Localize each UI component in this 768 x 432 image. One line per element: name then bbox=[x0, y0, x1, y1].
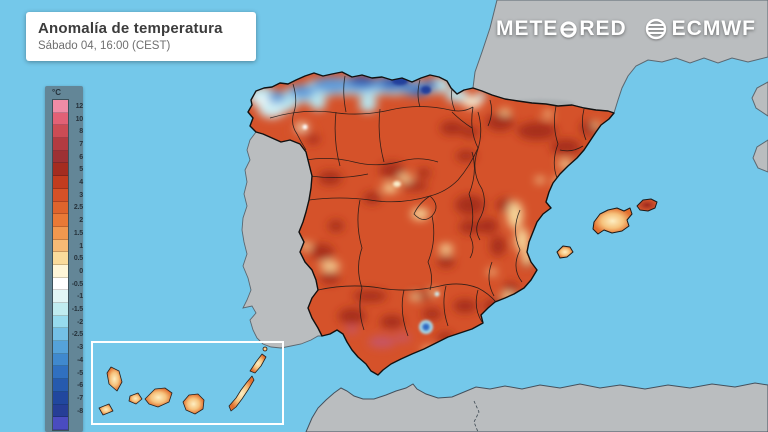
spain-outline bbox=[247, 71, 615, 376]
ibiza-island bbox=[556, 245, 574, 259]
meteored-logo-text-suffix: RED bbox=[579, 17, 627, 40]
tenerife-island bbox=[144, 387, 173, 408]
balearic-islands bbox=[556, 198, 658, 259]
map-subtitle: Sábado 04, 16:00 (CEST) bbox=[38, 40, 171, 52]
meteored-logo-text-prefix: METE bbox=[495, 17, 559, 40]
ecmwf-logo-text: ECMWF bbox=[671, 17, 756, 40]
map-title: Anomalía de temperatura bbox=[38, 20, 223, 37]
la-palma-island bbox=[106, 366, 123, 392]
mallorca-island bbox=[592, 207, 633, 235]
menorca-island bbox=[636, 198, 658, 212]
meteored-o-icon bbox=[560, 20, 577, 38]
gran-canaria-island bbox=[182, 393, 205, 415]
title-card: Anomalía de temperatura Sábado 04, 16:00… bbox=[26, 12, 256, 61]
legend-unit-label: °C bbox=[52, 88, 61, 97]
meteored-logo: METE RED bbox=[496, 17, 627, 41]
ecmwf-logo: ECMWF bbox=[643, 17, 756, 41]
canary-islands bbox=[98, 346, 268, 416]
africa-region bbox=[305, 382, 768, 432]
corsica-region bbox=[751, 81, 768, 117]
lanzarote-island bbox=[249, 353, 267, 374]
africa-border-line bbox=[473, 400, 480, 432]
el-hierro-island bbox=[98, 403, 114, 416]
temperature-legend: °C 12 10 8 7 6 5 4 3 2.5 2 1.5 1 0.5 0 -0.5 -1 -1.5 -2 -2.… bbox=[45, 86, 83, 432]
la-graciosa-island bbox=[262, 346, 268, 352]
canary-inset-box bbox=[91, 341, 284, 425]
ecmwf-globe-icon bbox=[645, 18, 666, 40]
legend-color-scale bbox=[52, 99, 69, 431]
province-borders bbox=[269, 75, 587, 337]
brand-logos: METE RED ECMWF bbox=[496, 17, 756, 41]
fuerteventura-island bbox=[228, 375, 255, 412]
la-gomera-island bbox=[128, 392, 143, 405]
sardinia-region bbox=[752, 139, 768, 173]
